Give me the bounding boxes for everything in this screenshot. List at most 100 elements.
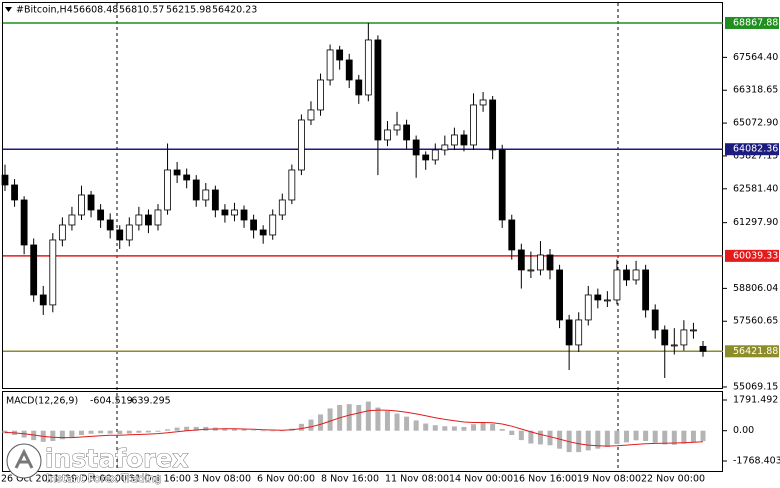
candle-body — [192, 179, 200, 201]
candle-body — [78, 194, 85, 216]
candle-body — [250, 219, 258, 231]
macd-bar — [222, 428, 228, 431]
macd-bar — [231, 428, 237, 431]
macd-bar — [270, 430, 276, 432]
dropdown-icon[interactable] — [5, 7, 12, 12]
macd-bar — [356, 404, 362, 431]
macd-bar — [318, 414, 324, 431]
macd-bar — [88, 430, 94, 434]
candle-body — [116, 229, 124, 241]
candle-body — [584, 294, 592, 321]
candle-body — [97, 209, 105, 221]
macd-bar — [260, 430, 266, 432]
y-tick-label: 66318.65 — [733, 85, 778, 96]
macd-bar — [490, 423, 496, 431]
candle-body — [489, 99, 497, 151]
macd-title: MACD(12,26,9) — [6, 396, 78, 407]
candle-body — [498, 149, 506, 221]
candle-body — [20, 199, 28, 246]
candle-body — [537, 254, 544, 271]
macd-bar — [432, 425, 438, 431]
candle-body — [345, 59, 353, 81]
macd-bar — [193, 426, 199, 431]
candle-body — [651, 309, 659, 331]
macd-bar — [499, 428, 505, 431]
candle-body — [154, 209, 162, 226]
y-tick-label: -1768.403 — [733, 456, 780, 467]
tagline: Instant Forex Trading — [46, 472, 162, 485]
y-tick-label: 62581.40 — [733, 183, 778, 194]
macd-bar — [518, 430, 524, 441]
candle-body — [670, 344, 678, 347]
candle-body — [202, 189, 210, 201]
macd-bar — [59, 430, 65, 440]
candle-body — [11, 184, 18, 201]
y-tick-label: 67564.40 — [733, 52, 778, 63]
macd-bar — [298, 423, 304, 431]
macd-bar — [547, 430, 553, 446]
x-tick-label: 11 Nov 08:00 — [385, 474, 449, 485]
candle-body — [106, 219, 114, 231]
x-tick-label: 19 Nov 08:00 — [577, 474, 641, 485]
candle-body — [211, 189, 219, 211]
candle-body — [288, 169, 296, 201]
macd-bar — [375, 407, 381, 431]
candle-body — [403, 124, 410, 141]
level-label: 60039.33 — [733, 250, 778, 261]
macd-bar — [98, 430, 104, 434]
candle-body — [556, 269, 563, 321]
macd-bar — [643, 430, 649, 441]
header: #Bitcoin,H4 56608.48 56810.57 56215.98 5… — [5, 5, 257, 407]
candle-body — [661, 329, 669, 346]
candle-body — [173, 169, 181, 176]
candle-body — [317, 79, 324, 111]
candle-body — [259, 229, 267, 236]
x-tick-label: 26 Oct 2021 — [1, 474, 60, 485]
level-label: 68867.88 — [733, 17, 778, 28]
candle-body — [58, 224, 66, 241]
candle-body — [307, 109, 315, 121]
macd-bar — [557, 430, 563, 449]
x-tick-label: 8 Nov 16:00 — [321, 474, 379, 485]
candle-body — [68, 214, 76, 226]
macd-bar — [413, 420, 419, 431]
macd-bar — [700, 430, 706, 442]
macd-main-value: -604.519 — [90, 396, 133, 407]
macd-bar — [251, 430, 257, 431]
candle-body — [30, 244, 38, 296]
macd-bar — [652, 430, 658, 443]
macd-bar — [184, 426, 190, 431]
macd-bar — [442, 426, 448, 431]
candle-body — [632, 269, 640, 281]
candle-body — [336, 49, 344, 61]
candle-body — [412, 139, 420, 156]
candle-body — [450, 134, 458, 146]
candle-body — [1, 174, 9, 186]
macd-bar — [471, 424, 477, 431]
candle-body — [145, 214, 152, 226]
macd-bar — [404, 416, 410, 431]
candle-body — [355, 79, 363, 96]
macd-bar — [576, 430, 582, 453]
y-tick-label: 58806.04 — [733, 283, 778, 294]
candle-body — [594, 294, 602, 301]
candle-body — [87, 194, 95, 211]
candle-body — [680, 329, 688, 346]
candle-body — [164, 169, 171, 211]
macd-bar — [69, 430, 75, 438]
ohlc-open: 56608.48 — [73, 5, 118, 16]
candle-body — [39, 294, 47, 306]
macd-bar — [614, 430, 620, 445]
macd-bar — [595, 430, 601, 449]
macd-bar — [624, 430, 630, 443]
macd-bar — [528, 430, 534, 444]
brand: instaforex — [45, 444, 189, 473]
macd-bar — [537, 430, 543, 445]
candle-body — [374, 39, 382, 141]
macd-bar — [327, 408, 333, 431]
candle-body — [565, 319, 573, 346]
candle-body — [221, 209, 229, 216]
candle-body — [183, 174, 191, 181]
